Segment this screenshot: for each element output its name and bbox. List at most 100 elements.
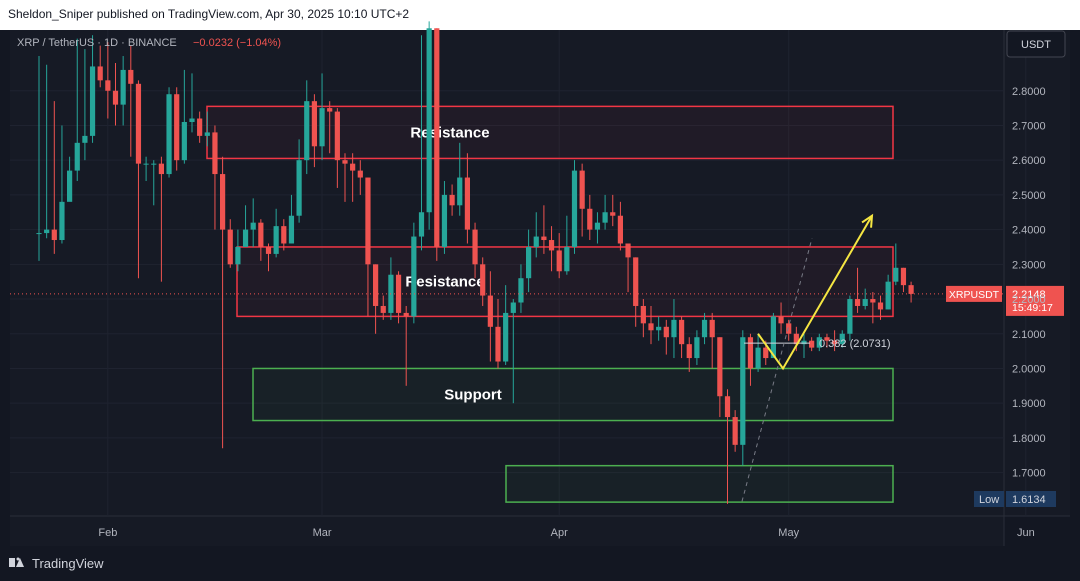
candle-up [518, 278, 524, 303]
candle-up [273, 226, 279, 254]
candle-down [112, 90, 119, 105]
candle-down [877, 302, 884, 310]
bar-countdown: 15:49:17 [1012, 302, 1053, 314]
candle-down [763, 347, 769, 359]
candle-down [135, 83, 142, 164]
y-tick-label: 2.8000 [1012, 86, 1046, 98]
candle-down [472, 229, 478, 265]
candle-down [357, 170, 363, 178]
candle-up [862, 299, 868, 306]
candle-down [403, 312, 409, 317]
candle-up [304, 101, 310, 161]
low-value-bg [1006, 491, 1056, 507]
y-tick-label: 2.1000 [1012, 329, 1046, 341]
tradingview-logo-icon [9, 557, 24, 567]
price-axis-pane[interactable] [1004, 30, 1070, 516]
candle-up [89, 66, 96, 136]
x-tick-label: Feb [98, 527, 117, 539]
currency-button[interactable] [1006, 30, 1066, 58]
candle-down [686, 344, 692, 359]
resistance-zone-label: Resistance [405, 274, 484, 291]
candle-up [151, 163, 157, 165]
candle-down [327, 108, 333, 112]
candle-up [533, 236, 539, 247]
candle-up [885, 281, 891, 310]
candle-down [679, 319, 685, 345]
candle-down [265, 246, 272, 254]
candle-down [870, 299, 876, 303]
candle-up [671, 319, 677, 338]
candle-down [587, 208, 593, 230]
resistance-zone-label: Resistance [410, 124, 489, 141]
support-zone [252, 367, 894, 422]
x-tick-label: May [778, 527, 799, 539]
candle-down [640, 305, 646, 324]
candle-up [82, 135, 88, 143]
currency-button-label: USDT [1021, 39, 1051, 51]
y-tick-label: 2.6000 [1012, 155, 1046, 167]
candle-down [648, 323, 654, 331]
candle-down [832, 340, 838, 345]
candle-up [418, 212, 425, 237]
candle-up [426, 28, 432, 213]
low-value: 1.6134 [1012, 494, 1046, 506]
candle-up [319, 108, 325, 147]
candles [36, 21, 914, 504]
candle-up [250, 222, 256, 230]
support-zone [505, 464, 894, 503]
candle-up [770, 316, 776, 359]
candle-down [709, 319, 715, 338]
candle-down [900, 267, 907, 286]
resistance-zone [206, 105, 894, 160]
projection-path [757, 215, 873, 371]
candle-up [143, 163, 149, 165]
price-axis: 1.7000 1.8000 1.9000 2.0000 2.1000 2.2000 2.30… [1012, 86, 1046, 480]
candle-down [724, 396, 731, 418]
y-tick-label: 2.3000 [1012, 259, 1046, 271]
candle-down [625, 243, 631, 258]
candle-down [464, 177, 470, 230]
y-tick-label: 1.8000 [1012, 433, 1046, 445]
candle-down [548, 240, 555, 251]
candle-down [350, 163, 356, 171]
candle-down [373, 264, 379, 306]
candle-up [740, 337, 746, 445]
candle-up [59, 201, 65, 241]
low-tag-label: Low [979, 494, 999, 506]
trend-line [741, 238, 813, 502]
candle-up [181, 121, 187, 161]
candle-down [258, 222, 264, 247]
publisher-line: Sheldon_Sniper published on TradingView.… [8, 7, 410, 21]
candle-up [510, 302, 516, 313]
candle-down [220, 174, 226, 230]
candle-up [656, 326, 662, 331]
projection-arrow-icon [861, 213, 874, 228]
time-axis-pane[interactable] [10, 516, 1004, 546]
candle-up [694, 337, 700, 359]
candle-down [809, 340, 815, 348]
candle-up [441, 194, 448, 247]
y-tick-label: 2.4000 [1012, 225, 1046, 237]
candle-up [189, 118, 195, 122]
candle-down [579, 170, 585, 209]
candle-down [449, 194, 455, 206]
candle-down [227, 229, 233, 265]
candle-down [281, 226, 287, 244]
y-tick-label: 2.5000 [1012, 190, 1046, 202]
candle-up [571, 170, 578, 247]
candle-down [793, 333, 799, 345]
candle-up [816, 337, 822, 348]
y-tick-label: 2.2000 [1012, 294, 1046, 306]
legend-symbol: XRP / TetherUS · 1D · BINANCE [17, 37, 177, 49]
candle-down [541, 236, 547, 241]
last-price-tag-bg [1006, 285, 1064, 316]
symbol-tag-bg [946, 285, 1002, 302]
candle-up [166, 94, 172, 175]
candle-down [747, 337, 754, 369]
x-tick-label: Apr [551, 527, 568, 539]
candle-down [480, 264, 486, 296]
candle-down [786, 323, 792, 334]
candle-down [128, 69, 134, 84]
